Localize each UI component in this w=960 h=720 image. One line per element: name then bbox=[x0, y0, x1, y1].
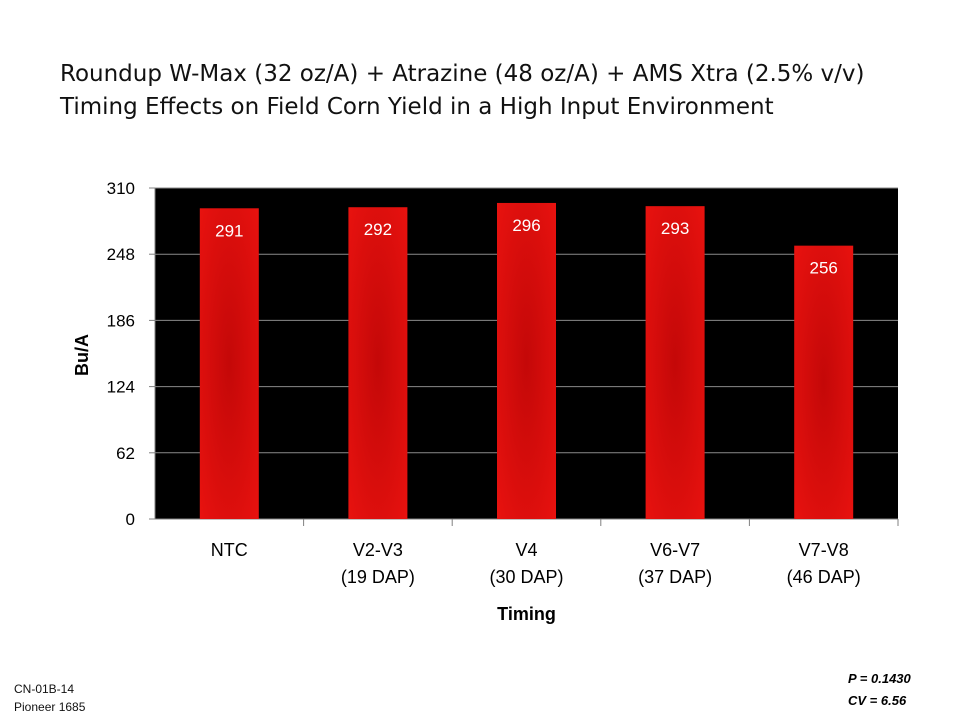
y-tick-label: 62 bbox=[116, 444, 135, 463]
hybrid-name: Pioneer 1685 bbox=[14, 700, 86, 714]
bar-data-label: 292 bbox=[364, 220, 392, 239]
cv-value: CV = 6.56 bbox=[848, 693, 907, 708]
chart-title: Roundup W-Max (32 oz/A) + Atrazine (48 o… bbox=[60, 58, 940, 124]
y-tick-label: 248 bbox=[107, 245, 135, 264]
chart-title-line-1: Roundup W-Max (32 oz/A) + Atrazine (48 o… bbox=[60, 61, 865, 87]
bar-data-label: 293 bbox=[661, 219, 689, 238]
x-axis-title: Timing bbox=[497, 604, 556, 624]
y-axis-title: Bu/A bbox=[72, 334, 92, 376]
x-tick-label: V7-V8 bbox=[799, 540, 849, 560]
chart-title-line-2: Timing Effects on Field Corn Yield in a … bbox=[60, 94, 774, 120]
trial-info: CN-01B-14 Pioneer 1685 bbox=[14, 680, 85, 716]
p-value: P = 0.1430 bbox=[848, 671, 911, 686]
x-tick-label: (46 DAP) bbox=[787, 567, 861, 587]
x-tick-label: V6-V7 bbox=[650, 540, 700, 560]
x-tick-label: V4 bbox=[515, 540, 537, 560]
trial-id: CN-01B-14 bbox=[14, 682, 75, 696]
y-tick-label: 310 bbox=[107, 179, 135, 198]
bar bbox=[199, 208, 259, 519]
bar-data-label: 296 bbox=[512, 216, 540, 235]
bar bbox=[645, 206, 705, 519]
x-tick-label: V2-V3 bbox=[353, 540, 403, 560]
y-tick-label: 186 bbox=[107, 311, 135, 330]
bar bbox=[794, 245, 854, 519]
bar bbox=[497, 202, 556, 520]
y-tick-label: 0 bbox=[126, 510, 135, 529]
bar-data-label: 291 bbox=[215, 221, 243, 240]
x-tick-label: NTC bbox=[211, 540, 248, 560]
bar-data-label: 256 bbox=[810, 259, 838, 278]
x-tick-label: (19 DAP) bbox=[341, 567, 415, 587]
x-tick-label: (30 DAP) bbox=[489, 567, 563, 587]
bar bbox=[348, 207, 408, 519]
y-tick-label: 124 bbox=[107, 378, 135, 397]
x-tick-label: (37 DAP) bbox=[638, 567, 712, 587]
statistics: P = 0.1430 CV = 6.56 bbox=[848, 668, 911, 712]
